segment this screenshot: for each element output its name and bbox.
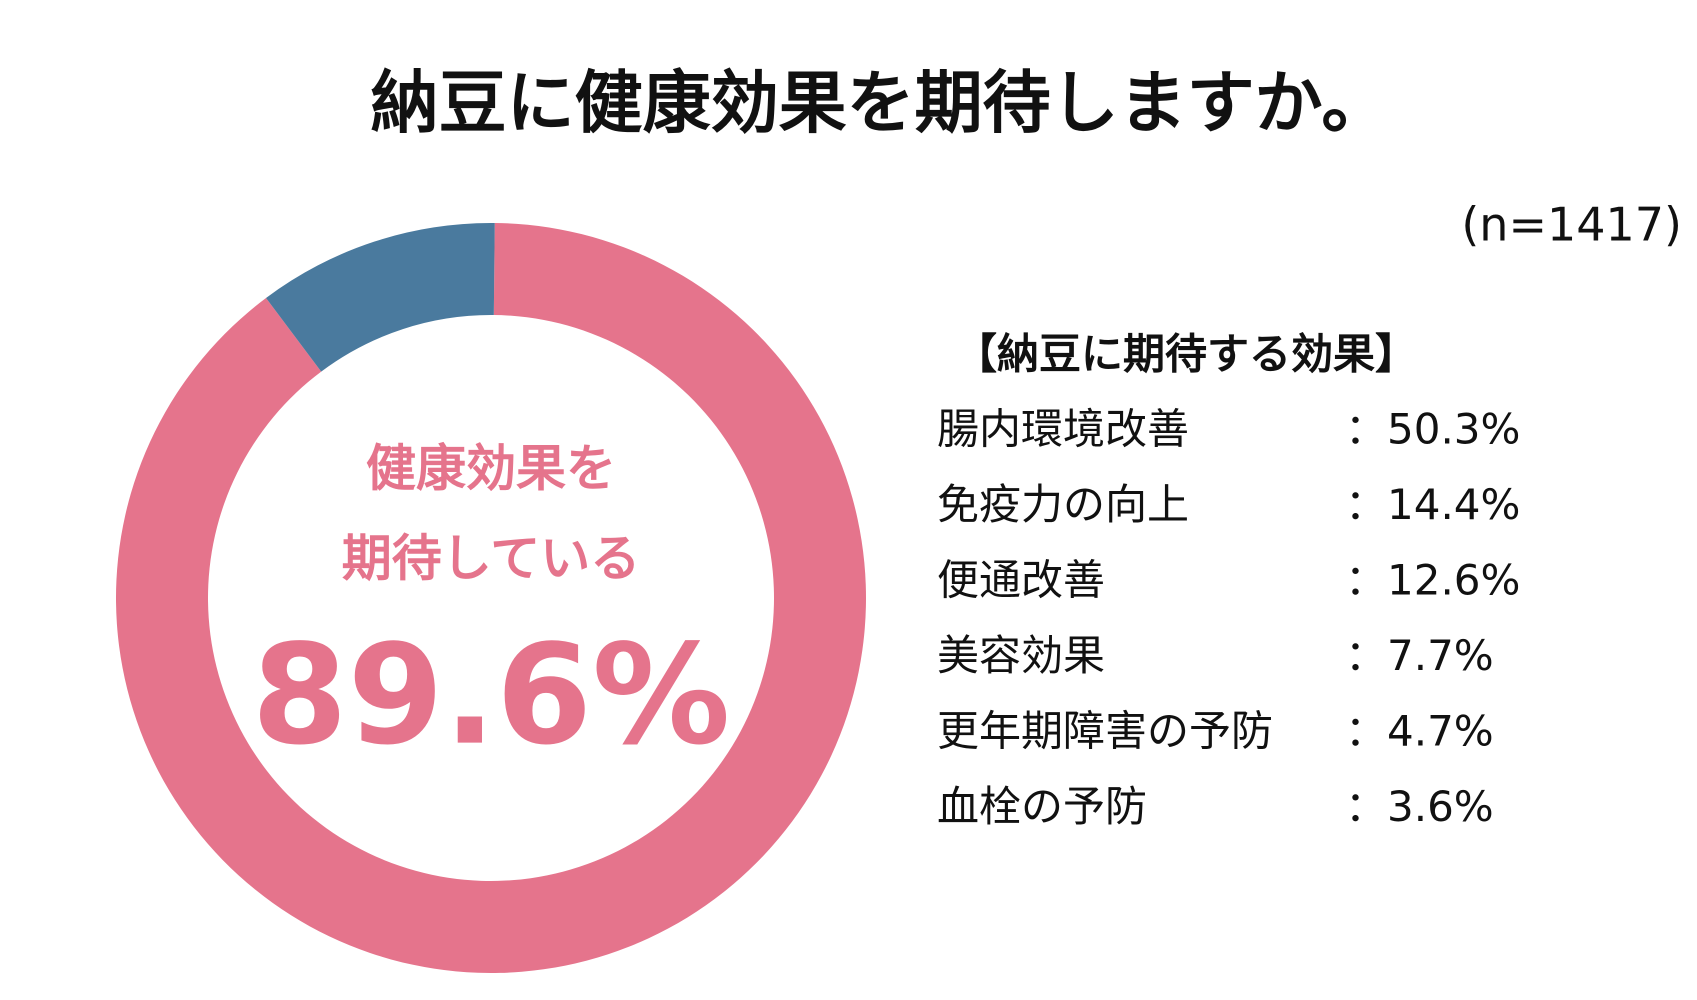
list-title: 【納豆に期待する効果】 [955, 330, 1417, 379]
center-value: 89.6% [252, 615, 731, 776]
subtitle: (n=1417) [1461, 198, 1682, 252]
effect-value: ：14.4% [1345, 480, 1520, 529]
effect-label: 便通改善 [937, 556, 1105, 605]
effect-label: 腸内環境改善 [937, 405, 1189, 454]
effect-label: 免疫力の向上 [937, 480, 1189, 529]
effect-value: ：3.6% [1345, 782, 1494, 831]
chart-title: 納豆に健康効果を期待しますか。 [371, 65, 1390, 144]
effect-label: 美容効果 [937, 631, 1105, 680]
effect-value: ：12.6% [1345, 556, 1520, 605]
effect-value: ：7.7% [1345, 631, 1494, 680]
center-label: 期待している [342, 530, 641, 588]
effect-label: 血栓の予防 [937, 782, 1147, 831]
effect-value: ：50.3% [1345, 405, 1520, 454]
center-label: 健康効果を [366, 440, 616, 498]
donut-segment [266, 223, 495, 372]
effect-label: 更年期障害の予防 [937, 707, 1273, 756]
donut-segment [116, 223, 866, 973]
effect-value: ：4.7% [1345, 707, 1494, 756]
